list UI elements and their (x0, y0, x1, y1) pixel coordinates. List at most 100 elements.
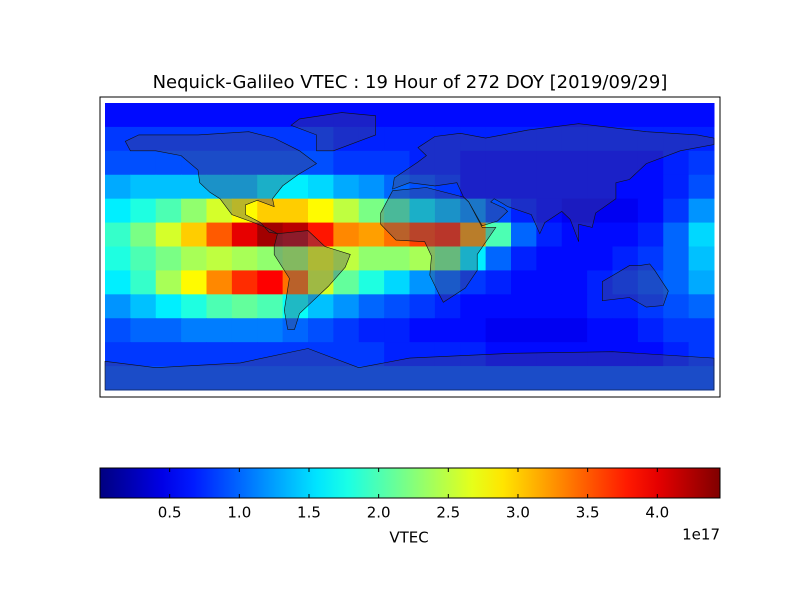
heatmap-cell (333, 294, 360, 319)
heatmap-cell (308, 342, 334, 367)
heatmap-cell (409, 318, 436, 343)
heatmap-cell (308, 103, 334, 128)
heatmap-cell (688, 246, 715, 271)
heatmap-cell (434, 246, 461, 271)
heatmap-cell (587, 198, 613, 224)
heatmap-cell (308, 126, 334, 152)
heatmap-cell (561, 198, 588, 224)
heatmap-cell (561, 366, 588, 391)
heatmap-cell (257, 342, 284, 367)
heatmap-cell (358, 342, 385, 367)
heatmap-cell (308, 198, 334, 224)
heatmap-cell (358, 270, 385, 295)
heatmap-cell (688, 318, 715, 343)
heatmap-cell (358, 174, 385, 200)
heatmap-cell (536, 270, 563, 295)
heatmap-cell (206, 342, 233, 367)
heatmap-cell (384, 103, 410, 128)
heatmap-cell (460, 366, 487, 391)
heatmap-cell (333, 318, 360, 343)
heatmap-cell (257, 270, 284, 295)
heatmap-cell (434, 342, 461, 367)
heatmap-cell (511, 246, 537, 271)
heatmap-cell (105, 270, 131, 295)
heatmap-cell (612, 126, 639, 152)
heatmap-cell (434, 198, 461, 224)
heatmap-cell (536, 318, 563, 343)
continent (124, 131, 318, 234)
colorbar (99, 467, 721, 499)
heatmap-cell (409, 222, 436, 247)
heatmap-cell (663, 318, 690, 343)
heatmap-cell (460, 270, 487, 295)
heatmap-cell (384, 342, 410, 367)
colorbar-ticks: 0.5 1.0 1.5 2.0 2.5 3.0 3.5 4.0 (158, 468, 669, 522)
heatmap-cell (536, 294, 563, 319)
heatmap-cell (282, 198, 309, 224)
heatmap-cell (637, 150, 664, 176)
heatmap-cell (282, 342, 309, 367)
heatmap-cell (561, 294, 588, 319)
continent (290, 112, 376, 152)
heatmap-cell (434, 366, 461, 391)
heatmap-cell (333, 198, 360, 224)
heatmap-cell (587, 366, 613, 391)
heatmap-cell (612, 150, 639, 176)
colorbar-tick-label: 2.5 (436, 504, 460, 522)
heatmap-cell (434, 222, 461, 247)
continent (392, 123, 715, 242)
heatmap-cell (511, 270, 537, 295)
heatmap-cell (282, 103, 309, 128)
heatmap-cell (231, 222, 258, 247)
heatmap-cell (231, 126, 258, 152)
heatmap-cell (511, 198, 537, 224)
heatmap-cell (536, 103, 563, 128)
heatmap-cell (333, 342, 360, 367)
heatmap-cell (130, 270, 157, 295)
heatmap-cell (181, 294, 207, 319)
heatmap-cell (206, 366, 233, 391)
heatmap-cell (409, 150, 436, 176)
continent (104, 348, 715, 391)
heatmap-cell (663, 294, 690, 319)
heatmap-cell (587, 270, 613, 295)
heatmap-cell (282, 126, 309, 152)
heatmap-cell (587, 246, 613, 271)
heatmap-cell (485, 222, 512, 247)
heatmap-cell (561, 126, 588, 152)
heatmap-cell (384, 126, 410, 152)
heatmap-cell (333, 366, 360, 391)
colorbar-label: VTEC (389, 529, 428, 547)
heatmap-cell (257, 126, 284, 152)
heatmap-cell (105, 174, 131, 200)
heatmap-cell (358, 222, 385, 247)
heatmap-cell (155, 103, 182, 128)
heatmap-cell (561, 270, 588, 295)
heatmap-cell (409, 103, 436, 128)
heatmap-cell (130, 174, 157, 200)
heatmap-cell (587, 150, 613, 176)
heatmap-cell (637, 366, 664, 391)
heatmap-cell (663, 366, 690, 391)
heatmap-cell (358, 294, 385, 319)
heatmap-cell (663, 222, 690, 247)
heatmap-cell (663, 270, 690, 295)
heatmap-cell (612, 270, 639, 295)
heatmap-cell (181, 174, 207, 200)
heatmap-cell (485, 246, 512, 271)
heatmap-cell (231, 150, 258, 176)
heatmap-cell (181, 318, 207, 343)
heatmap-cell (308, 294, 334, 319)
heatmap-cell (181, 270, 207, 295)
heatmap-cell (282, 222, 309, 247)
heatmap-cell (384, 198, 410, 224)
heatmap-cell (485, 126, 512, 152)
heatmap-cell (637, 103, 664, 128)
colorbar-tick-label: 3.0 (506, 504, 530, 522)
heatmap-cell (612, 103, 639, 128)
heatmap-cell (206, 150, 233, 176)
continents (104, 112, 715, 391)
heatmap-cell (231, 342, 258, 367)
heatmap-cell (587, 318, 613, 343)
